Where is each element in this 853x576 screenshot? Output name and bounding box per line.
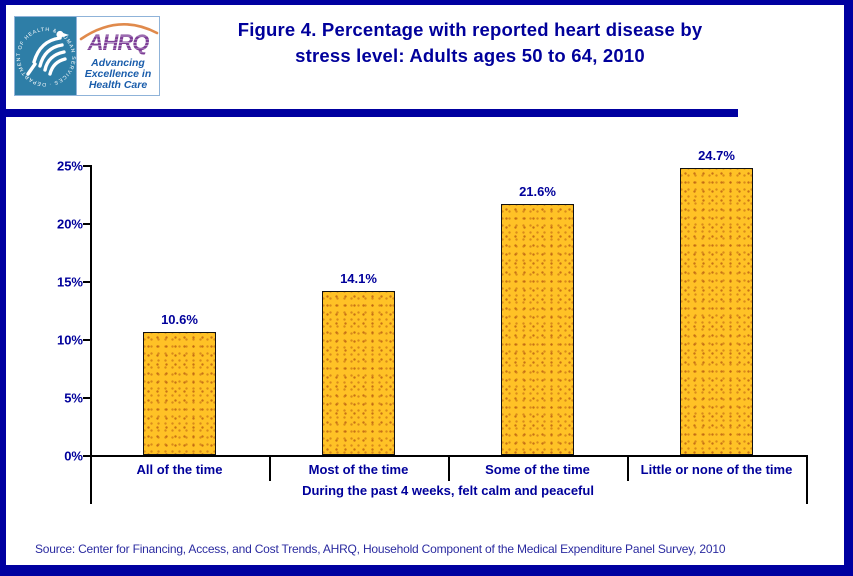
source-note: Source: Center for Financing, Access, an…: [35, 542, 726, 556]
bar: [143, 332, 216, 455]
ahrq-tagline: Advancing Excellence in Health Care: [77, 58, 159, 91]
y-tick-label: 25%: [56, 158, 83, 174]
y-tick-mark: [83, 281, 90, 283]
y-tick-mark: [83, 165, 90, 167]
y-tick-label: 0%: [64, 448, 83, 464]
y-tick-mark: [83, 223, 90, 225]
bar: [501, 204, 574, 455]
figure-title: Figure 4. Percentage with reported heart…: [160, 17, 780, 69]
y-tick-mark: [83, 397, 90, 399]
figure-title-line1: Figure 4. Percentage with reported heart…: [237, 19, 703, 40]
y-axis-line: [90, 165, 92, 455]
category-separator: [269, 455, 271, 481]
category-separator: [448, 455, 450, 481]
ahrq-logo: AHRQ Advancing Excellence in Health Care: [77, 17, 159, 95]
category-label: Most of the time: [308, 461, 409, 477]
x-axis-title: During the past 4 weeks, felt calm and p…: [302, 483, 594, 498]
bar-value-label: 10.6%: [161, 312, 198, 328]
category-label: All of the time: [136, 461, 223, 477]
bar: [322, 291, 395, 455]
category-label: Little or none of the time: [640, 461, 793, 477]
ahrq-tagline-line1: Advancing: [91, 57, 145, 69]
bar-value-label: 24.7%: [698, 148, 735, 164]
y-tick-label: 15%: [56, 274, 83, 290]
category-label: Some of the time: [485, 461, 590, 477]
category-separator: [627, 455, 629, 481]
bar-value-label: 21.6%: [519, 184, 556, 200]
y-tick-label: 20%: [56, 216, 83, 232]
y-tick-label: 10%: [56, 332, 83, 348]
hhs-eagle-icon: DEPARTMENT OF HEALTH & HUMAN SERVICES · …: [15, 17, 75, 87]
plot-right-edge: [806, 455, 808, 504]
y-tick-mark: [83, 339, 90, 341]
figure-title-line2: stress level: Adults ages 50 to 64, 2010: [295, 45, 645, 66]
y-tick-label: 5%: [64, 390, 83, 406]
ahrq-arc-icon: [79, 23, 159, 41]
bar-value-label: 14.1%: [340, 271, 377, 287]
hhs-seal: DEPARTMENT OF HEALTH & HUMAN SERVICES · …: [15, 17, 77, 95]
header-divider-bar: [5, 109, 738, 117]
bar: [680, 168, 753, 455]
ahrq-wordmark: AHRQ: [77, 30, 159, 56]
ahrq-tagline-line2: Excellence in: [84, 68, 152, 80]
y-tick-mark: [83, 455, 90, 457]
ahrq-tagline-line3: Health Care: [88, 79, 148, 91]
plot-left-edge: [90, 455, 92, 504]
ahrq-hhs-logo: DEPARTMENT OF HEALTH & HUMAN SERVICES · …: [14, 16, 160, 96]
